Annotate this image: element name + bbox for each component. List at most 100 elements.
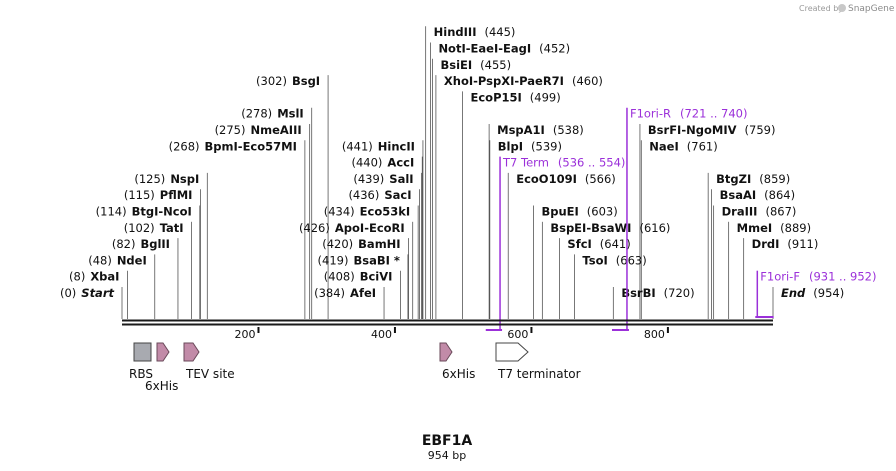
credit-prefix: Created by: [799, 4, 843, 13]
site-position: (102): [124, 221, 155, 235]
credit-brand: SnapGene: [848, 4, 895, 14]
cut-site: NdeI (48): [88, 253, 147, 267]
enzyme-name: EcoRI: [369, 221, 405, 235]
enzyme-name: BpmI: [205, 139, 238, 153]
cut-site: NspI (125): [134, 172, 199, 186]
cut-site: End (954): [781, 286, 844, 300]
feature-rbs: RBS: [129, 342, 153, 381]
site-position: (759): [745, 123, 776, 137]
site-position: (82): [112, 237, 136, 251]
site-position: (275): [215, 123, 246, 137]
feature-arrow: [495, 342, 529, 362]
cut-site: TatI (102): [124, 221, 184, 235]
cut-site: BlpI (539): [498, 139, 562, 153]
cut-site: DraIII (867): [722, 205, 797, 219]
enzyme-name: NcoI: [163, 205, 192, 219]
site-position: (436): [348, 188, 379, 202]
sequence-end-label: Start: [81, 286, 114, 300]
site-position: (439): [353, 172, 384, 186]
cut-site: NaeI (761): [649, 139, 717, 153]
site-position: (616): [639, 221, 670, 235]
enzyme-name: SalI: [389, 172, 413, 186]
site-position: (864): [764, 188, 795, 202]
enzyme-name: MslI: [277, 107, 304, 121]
site-position: (460): [572, 74, 603, 88]
cut-site: EcoRI - ApoI (426): [299, 221, 405, 235]
enzyme-name: SfcI: [567, 237, 591, 251]
enzyme-name: BsiEI: [440, 58, 472, 72]
enzyme-name: TatI: [160, 221, 184, 235]
cut-site: Eco57MI - BpmI (268): [169, 139, 297, 153]
site-position: (434): [324, 205, 355, 219]
cut-site: EcoP15I (499): [471, 90, 561, 104]
ruler-tick-label: 600: [507, 328, 528, 341]
cut-site: MspA1I (538): [497, 123, 584, 137]
enzyme-name: HincII: [378, 139, 415, 153]
cut-site: BtgZI (859): [716, 172, 790, 186]
enzyme-name: MspA1I: [497, 123, 545, 137]
enzyme-name: DrdI: [752, 237, 780, 251]
enzyme-name: BsgI: [292, 74, 320, 88]
enzyme-name: ApoI: [335, 221, 364, 235]
feature-6xhis: 6xHis: [145, 342, 178, 393]
feature-t7-terminator: T7 terminator: [495, 342, 581, 381]
site-position: (499): [530, 90, 561, 104]
enzyme-name: BlpI: [498, 139, 523, 153]
cut-site: BsrFI - NgoMIV (759): [648, 123, 776, 137]
primer-name: F1ori-F: [760, 270, 800, 284]
rbs-box: [133, 342, 152, 362]
plasmid-name: EBF1A: [422, 433, 473, 449]
site-position: (8): [69, 270, 85, 284]
enzyme-name: NspI: [170, 172, 199, 186]
enzyme-name: PaeR7I: [519, 74, 564, 88]
enzyme-name: BtgZI: [716, 172, 751, 186]
enzyme-name: BsaWI: [591, 221, 631, 235]
cut-site: MmeI (889): [737, 221, 811, 235]
feature-label: RBS: [129, 367, 153, 381]
cut-site-leader-lines: [121, 26, 774, 319]
separator: -: [158, 205, 163, 219]
feature-arrow: [183, 342, 200, 362]
primer-range: (536 .. 554): [558, 156, 626, 170]
site-position: (420): [322, 237, 353, 251]
enzyme-name: BsaAI: [720, 188, 757, 202]
ruler-tick-label: 800: [644, 328, 665, 341]
cut-site: NmeAIII (275): [215, 123, 302, 137]
ruler-ticks: 200 400 600 800: [234, 327, 669, 341]
enzyme-name: EcoP15I: [471, 90, 522, 104]
enzyme-name: BamHI: [358, 237, 400, 251]
enzyme-name: BsrBI: [621, 286, 655, 300]
enzyme-name: EagI: [503, 42, 531, 56]
cut-site: BglII (82): [112, 237, 170, 251]
primer: F1ori-F (931 .. 952): [755, 270, 876, 318]
plasmid-length: 954 bp: [428, 449, 466, 462]
cut-site: Start (0): [60, 286, 115, 300]
site-position: (720): [664, 286, 695, 300]
cut-site: XbaI (8): [69, 270, 119, 284]
cut-site: HindIII (445): [434, 25, 516, 39]
enzyme-name: NgoMIV: [686, 123, 736, 137]
primer: T7 Term (536 .. 554): [485, 156, 626, 331]
snapgene-credit: Created by SnapGene: [799, 4, 895, 14]
feature-arrow: [156, 342, 170, 362]
separator: -: [238, 139, 243, 153]
cut-site: SalI (439): [353, 172, 413, 186]
separator: -: [498, 42, 503, 56]
cut-site: BsaBI * (419): [318, 253, 400, 267]
site-position: (302): [256, 74, 287, 88]
site-position: (911): [787, 237, 818, 251]
cut-site: EcoO109I (566): [516, 172, 616, 186]
cut-site: BpuEI (603): [541, 205, 617, 219]
site-position: (426): [299, 221, 330, 235]
cut-site: BsaAI (864): [720, 188, 796, 202]
enzyme-name: NotI: [438, 42, 465, 56]
enzyme-name: BciVI: [360, 270, 393, 284]
cut-site: BsgI (302): [256, 74, 320, 88]
snapgene-logo-icon: [838, 4, 846, 12]
ruler-tick-label: 200: [234, 328, 255, 341]
cut-site: BciVI (408): [324, 270, 393, 284]
separator: -: [586, 221, 591, 235]
feature-label: TEV site: [185, 367, 235, 381]
cut-site: SfcI (641): [567, 237, 630, 251]
